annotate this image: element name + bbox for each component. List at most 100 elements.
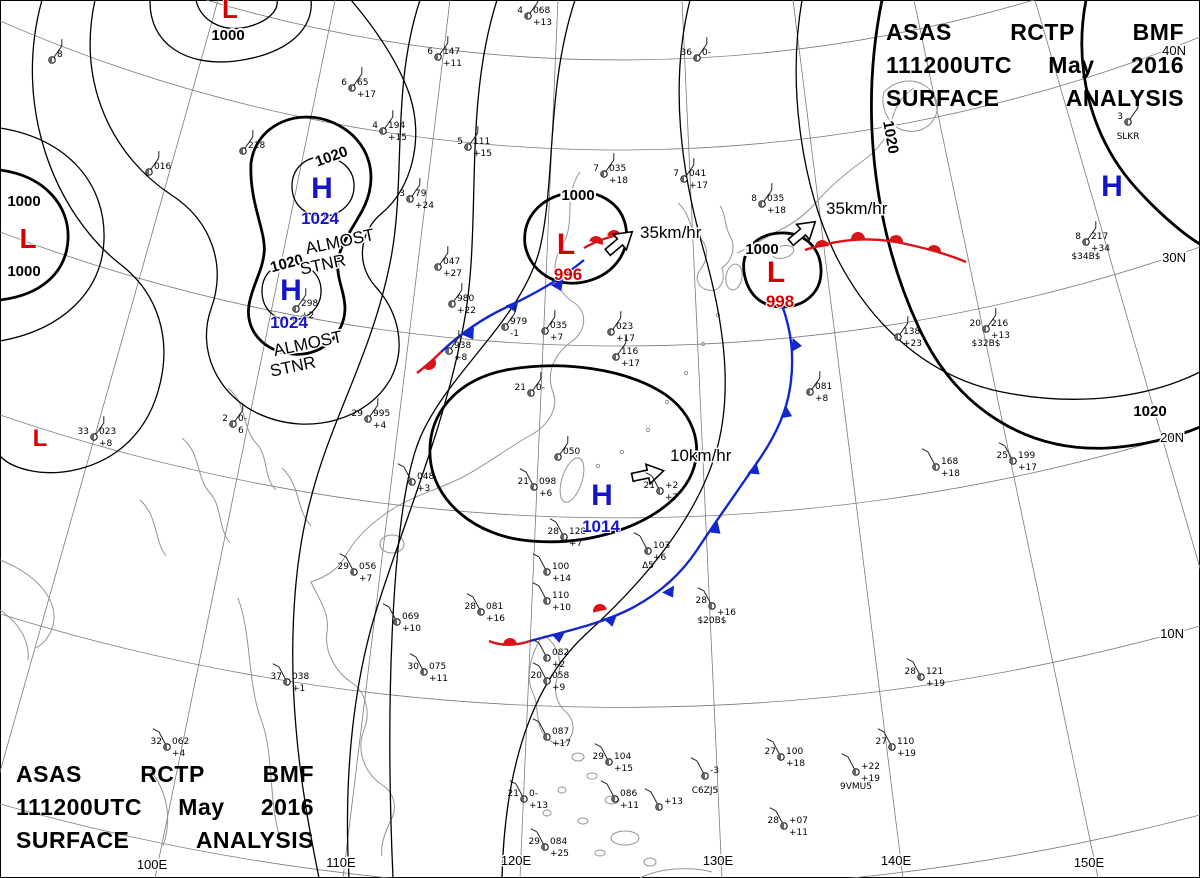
station-plot: 979-1 [501, 306, 527, 339]
station-pressure: 168 [941, 457, 958, 467]
station-id: SLKR [1117, 132, 1140, 142]
station-plot: 21 0- +13 [508, 780, 548, 811]
parallel-line [0, 20, 1200, 151]
wind-barb-tick [877, 728, 885, 733]
wind-barb-tick [152, 728, 160, 733]
station-tendency: +11 [620, 801, 639, 811]
isobar-1024-inner [291, 156, 355, 217]
station-plot: -3 C6ZJ5 [690, 757, 719, 796]
wind-barb-tick [644, 788, 652, 793]
station-tendency: +13 [529, 801, 548, 811]
station-plot: 6 65 +17 [341, 67, 376, 100]
station-pressure: 035 [767, 194, 784, 204]
station-pressure: 938 [454, 341, 471, 351]
cold-front-triangle-icon [780, 405, 793, 419]
station-cloud-fill [163, 743, 167, 751]
station-plot: 7 041 +17 [673, 158, 708, 191]
station-cloud-fill [364, 415, 368, 423]
station-cloud-fill [229, 420, 233, 428]
coast-malay [149, 769, 169, 847]
isobar-1020-northeast [1080, 0, 1200, 246]
station-tendency: +23 [903, 339, 922, 349]
title-block-top-right: ASAS RCTP BMF 111200UTC May 2016 SURFACE… [886, 16, 1184, 115]
meridian-line [154, 0, 336, 878]
station-tendency: +8 [454, 353, 468, 363]
station-tendency: +8 [99, 439, 113, 449]
station-temperature: 37 [271, 672, 282, 682]
station-pressure: 087 [552, 727, 569, 737]
station-pressure: 0- [529, 789, 538, 799]
station-temperature: 4 [517, 6, 523, 16]
warm-front-semicircle-icon [815, 240, 829, 248]
island [604, 795, 620, 805]
station-pressure: 081 [815, 382, 832, 392]
station-id: C6ZJ5 [692, 786, 719, 796]
station-cloud-fill [445, 347, 449, 355]
longitude-label: 150E [1074, 855, 1105, 870]
station-pressure: 056 [359, 562, 376, 572]
river-line [139, 499, 167, 557]
station-pressure: +22 [861, 762, 880, 772]
station-plot: 087+17 [532, 718, 571, 749]
station-plot: 29 995 +4 [352, 398, 390, 431]
station-cloud-fill [292, 305, 296, 313]
station-plot: 218 [239, 130, 265, 155]
station-cloud-fill [434, 53, 438, 61]
coast-indochina-west [237, 597, 282, 843]
station-plot: 28 128 +7 [548, 518, 586, 549]
station-cloud-fill [888, 743, 892, 751]
station-tendency: -1 [510, 329, 519, 339]
station-cloud-fill [1009, 457, 1013, 465]
speed-annotation: 10km/hr [670, 446, 732, 465]
island [594, 849, 606, 857]
island [571, 752, 585, 762]
latitude-label: 10N [1160, 626, 1184, 641]
wind-barb-tick [766, 738, 774, 743]
station-pressure: 0- [702, 48, 711, 58]
station-pressure: 110 [897, 737, 914, 747]
station-tendency: +11 [429, 674, 448, 684]
coast-borneo-tip [639, 868, 713, 878]
station-cloud-fill [48, 56, 52, 64]
island-dot [664, 399, 670, 405]
station-plot: 29 084 +25 [529, 828, 569, 859]
station-pressure: 100 [786, 747, 803, 757]
isobar-value-label: 1000 [7, 193, 40, 210]
station-plot: 980+22 [448, 283, 476, 316]
station-plot: 33 023 +8 [78, 416, 116, 449]
parallel-line [0, 803, 1200, 878]
wind-barb-tick [769, 807, 777, 812]
station-temperature: 3 [1117, 112, 1123, 122]
station-temperature: 21 [508, 789, 519, 799]
station-cloud-fill [560, 533, 564, 541]
cold-front-triangle-icon [708, 521, 721, 534]
station-plot: 7 035 +18 [593, 153, 628, 186]
station-plot: 100+14 [532, 553, 571, 584]
station-temperature: 29 [352, 409, 364, 419]
station-plot: 28 081 +16 [465, 593, 505, 624]
station-pressure: 138 [903, 327, 920, 337]
station-temperature: 30 [408, 662, 420, 672]
station-tendency: +9 [552, 683, 566, 693]
station-temperature: 29 [338, 562, 350, 572]
station-cloud-fill [780, 822, 784, 830]
station-plot: 103 +6Δ5 [633, 532, 670, 571]
island-dot [700, 341, 706, 347]
isobar [292, 0, 421, 878]
warm-front-semicircle-icon [422, 359, 436, 370]
station-cloud-fill [693, 54, 697, 62]
station-pressure: 121 [926, 667, 943, 677]
longitude-label: 120E [501, 853, 532, 868]
station-tendency: +3 [417, 484, 430, 494]
station-cloud-fill [1124, 118, 1128, 126]
station-temperature: 29 [593, 752, 605, 762]
cold-front-triangle-icon [603, 615, 617, 627]
station-plot: 2 0- 6 [222, 403, 247, 436]
station-cloud-fill [600, 170, 604, 178]
station-pressure: -3 [710, 766, 719, 776]
coastlines [0, 80, 938, 878]
motion-arrow-icon [787, 220, 817, 247]
wind-barb-tick [633, 532, 641, 537]
station-cloud-fill [239, 147, 243, 155]
